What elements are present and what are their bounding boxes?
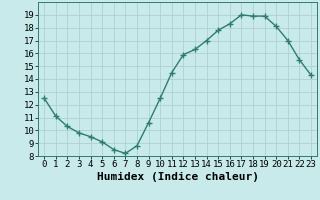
- X-axis label: Humidex (Indice chaleur): Humidex (Indice chaleur): [97, 172, 259, 182]
